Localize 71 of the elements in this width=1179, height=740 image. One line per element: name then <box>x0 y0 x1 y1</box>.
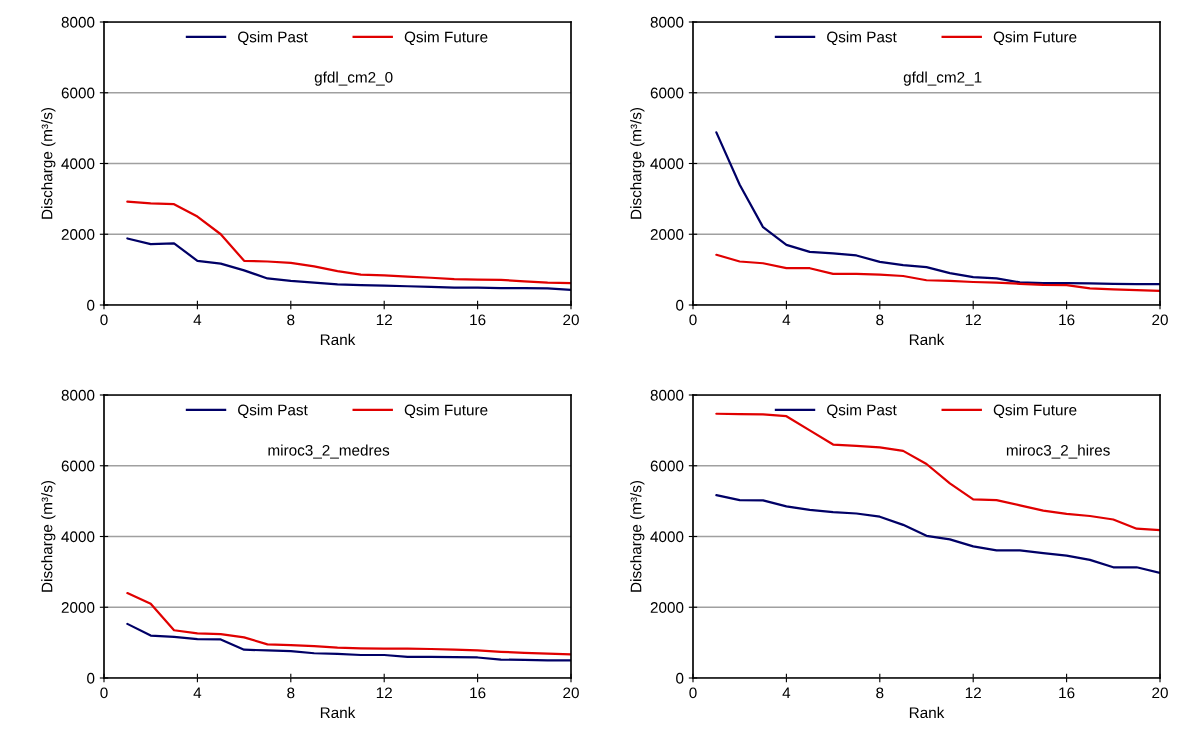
x-tick-label: 0 <box>689 314 697 326</box>
annotation: gfdl_cm2_1 <box>903 71 982 86</box>
line-series <box>126 591 571 656</box>
y-tick-label: 8000 <box>61 389 95 401</box>
legend-label: Qsim Past <box>238 404 308 419</box>
x-tick-label: 20 <box>1152 687 1168 699</box>
y-axis-title: Discharge (m³/s) <box>630 481 645 592</box>
x-tick-label: 8 <box>876 314 884 326</box>
x-tick-label: 16 <box>470 687 486 699</box>
x-tick-label: 8 <box>876 687 884 699</box>
x-tick-label: 20 <box>563 687 579 699</box>
legend-label: Qsim Future <box>993 404 1077 419</box>
x-tick-label: 20 <box>563 314 579 326</box>
x-tick-label: 4 <box>193 314 202 326</box>
y-axis-title: Discharge (m³/s) <box>41 108 56 219</box>
legend-label: Qsim Future <box>993 31 1077 46</box>
y-tick-label: 0 <box>87 299 95 311</box>
x-tick-label: 16 <box>1059 314 1075 326</box>
y-tick-label: 2000 <box>650 229 684 240</box>
x-axis-title: Rank <box>320 706 356 719</box>
annotation: miroc3_2_medres <box>268 444 390 459</box>
x-tick-label: 16 <box>470 314 486 326</box>
y-tick-label: 4000 <box>650 158 684 170</box>
x-tick-label: 12 <box>965 314 981 326</box>
legend-label: Qsim Past <box>238 31 308 46</box>
legend-label: Qsim Future <box>404 404 488 419</box>
x-tick-label: 0 <box>100 687 108 699</box>
x-axis-title: Rank <box>909 706 945 719</box>
y-tick-label: 8000 <box>650 16 684 28</box>
y-tick-label: 2000 <box>650 602 684 613</box>
x-axis-title: Rank <box>320 333 356 346</box>
annotation: gfdl_cm2_0 <box>314 71 393 86</box>
line-series <box>715 131 1160 286</box>
y-tick-label: 0 <box>87 672 95 684</box>
x-tick-label: 0 <box>689 687 697 699</box>
line-series <box>715 253 1160 292</box>
y-tick-label: 6000 <box>650 87 684 99</box>
x-tick-label: 12 <box>376 314 392 326</box>
legend-label: Qsim Past <box>827 31 897 46</box>
x-tick-label: 20 <box>1152 314 1168 326</box>
y-tick-label: 4000 <box>61 158 95 170</box>
y-tick-label: 6000 <box>650 460 684 472</box>
line-series <box>715 494 1160 575</box>
annotation: miroc3_2_hires <box>1006 444 1110 459</box>
line-series <box>126 622 571 662</box>
legend-label: Qsim Past <box>827 404 897 419</box>
y-tick-label: 8000 <box>61 16 95 28</box>
y-tick-label: 4000 <box>61 531 95 543</box>
y-tick-label: 2000 <box>61 602 95 613</box>
x-tick-label: 8 <box>287 314 295 326</box>
x-tick-label: 12 <box>965 687 981 699</box>
x-tick-label: 4 <box>782 687 791 699</box>
line-series <box>126 237 571 291</box>
y-tick-label: 6000 <box>61 460 95 472</box>
x-axis-title: Rank <box>909 333 945 346</box>
x-tick-label: 12 <box>376 687 392 699</box>
y-tick-label: 8000 <box>650 389 684 401</box>
x-tick-label: 8 <box>287 687 295 699</box>
y-axis-title: Discharge (m³/s) <box>41 481 56 592</box>
y-tick-label: 0 <box>676 299 684 311</box>
y-tick-label: 0 <box>676 672 684 684</box>
y-tick-label: 2000 <box>61 229 95 240</box>
y-tick-label: 6000 <box>61 87 95 99</box>
x-tick-label: 4 <box>782 314 791 326</box>
y-axis-title: Discharge (m³/s) <box>630 108 645 219</box>
y-tick-label: 4000 <box>650 531 684 543</box>
x-tick-label: 0 <box>100 314 108 326</box>
line-series <box>126 200 571 285</box>
x-tick-label: 4 <box>193 687 202 699</box>
legend-label: Qsim Future <box>404 31 488 46</box>
x-tick-label: 16 <box>1059 687 1075 699</box>
